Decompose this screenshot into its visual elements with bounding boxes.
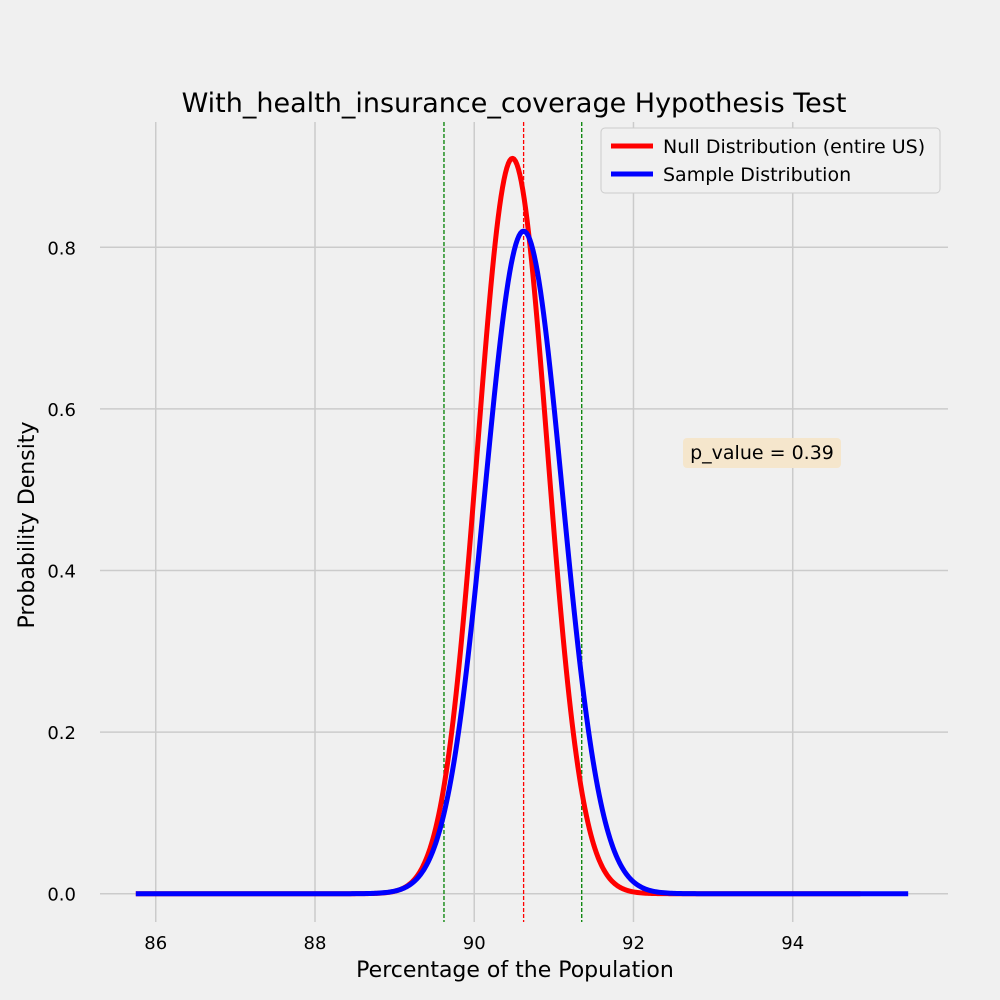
x-tick-label: 94 [781,933,804,954]
y-tick-label: 0.4 [47,561,76,582]
chart-title: With_health_insurance_coverage Hypothesi… [182,88,847,119]
y-tick-label: 0.8 [47,238,76,259]
x-axis-label: Percentage of the Population [356,958,674,983]
x-tick-label: 88 [304,933,327,954]
y-axis: 0.0 0.2 0.4 0.6 0.8 [47,238,76,905]
series-lines [134,155,910,897]
annotation-background [683,438,841,468]
x-axis: 86 88 90 92 94 [144,933,804,954]
sample-distribution-line [134,228,910,897]
y-tick-label: 0.0 [47,885,76,906]
legend-label-null: Null Distribution (entire US) [663,136,925,158]
annotation-box: p_value = 0.39 [683,438,841,468]
y-tick-label: 0.2 [47,723,76,744]
x-tick-label: 86 [144,933,167,954]
x-tick-label: 92 [622,933,645,954]
y-tick-label: 0.6 [47,400,76,421]
legend-label-sample: Sample Distribution [663,164,851,186]
x-tick-label: 90 [463,933,486,954]
legend-frame [600,127,941,194]
legend: Null Distribution (entire US) Sample Dis… [600,127,941,194]
annotation-text: p_value = 0.39 [690,442,834,464]
y-axis-label: Probability Density [15,422,40,629]
